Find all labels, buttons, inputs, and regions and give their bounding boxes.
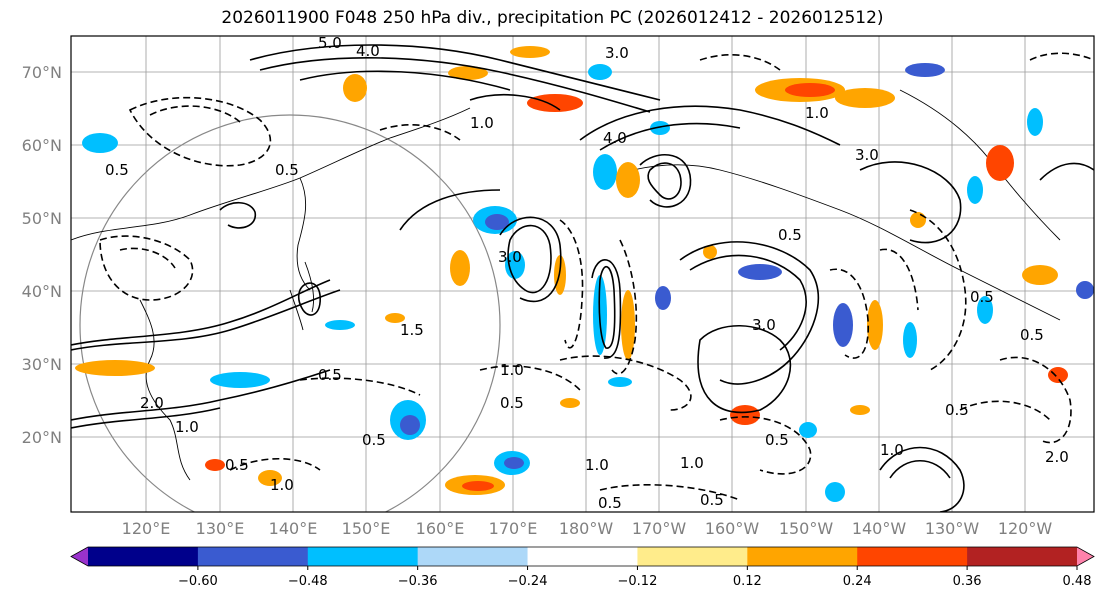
contour-label: 0.5 — [105, 161, 129, 179]
convergence-contours — [99, 52, 1094, 501]
contour-label: 0.5 — [598, 494, 622, 512]
contour-label: 0.5 — [225, 456, 249, 474]
colorbar-arrow-left — [71, 547, 88, 566]
contour-label: 3.0 — [752, 316, 776, 334]
contour-label: 3.0 — [498, 248, 522, 266]
contour-label: 0.5 — [500, 394, 524, 412]
contour-label: 0.5 — [970, 288, 994, 306]
colorbar-segment — [88, 547, 199, 566]
colorbar-outline — [70, 546, 1095, 567]
contour-label: 1.0 — [805, 104, 829, 122]
lat-label: 20°N — [22, 428, 62, 447]
contour-label: 1.0 — [880, 441, 904, 459]
lat-label: 60°N — [22, 136, 62, 155]
contour-label: 0.5 — [765, 431, 789, 449]
map-layers: 5.0 4.0 3.0 3.0 4.0 1.0 1.0 0.5 0.5 0.5 … — [71, 34, 1094, 512]
colorbar-tick-label: 0.24 — [843, 574, 872, 589]
lat-label: 50°N — [22, 209, 62, 228]
contour-labels: 5.0 4.0 3.0 3.0 4.0 1.0 1.0 0.5 0.5 0.5 … — [105, 34, 1069, 512]
contour-label: 4.0 — [603, 129, 627, 147]
contour-label: 0.5 — [700, 491, 724, 509]
lon-label: 130°W — [925, 519, 980, 538]
lat-label: 30°N — [22, 355, 62, 374]
contour-label: 1.0 — [470, 114, 494, 132]
colorbar-segment — [857, 547, 968, 566]
page-title: 2026011900 F048 250 hPa div., precipitat… — [221, 8, 884, 28]
contour-label: 2.0 — [140, 394, 164, 412]
colorbar-tick-label: −0.24 — [508, 574, 548, 589]
contour-label: 5.0 — [318, 34, 342, 52]
contour-label: 1.0 — [585, 456, 609, 474]
lon-label: 160°W — [705, 519, 760, 538]
colorbar-tick-label: 0.12 — [733, 574, 762, 589]
lon-label: 130°E — [196, 519, 245, 538]
colorbar-segment — [637, 547, 748, 566]
contour-label: 0.5 — [318, 366, 342, 384]
lon-label: 180°W — [559, 519, 614, 538]
reference-circle — [79, 114, 501, 512]
colorbar-segment — [747, 547, 858, 566]
lon-label: 120°E — [122, 519, 171, 538]
latitude-labels: 70°N 60°N 50°N 40°N 30°N 20°N — [22, 63, 62, 447]
contour-label: 1.0 — [500, 361, 524, 379]
colorbar-tick-label: −0.36 — [398, 574, 438, 589]
colorbar-segment — [417, 547, 529, 566]
lon-label: 170°W — [632, 519, 687, 538]
lon-label: 160°E — [416, 519, 465, 538]
lon-label: 140°W — [852, 519, 907, 538]
colorbar-tick-label: −0.60 — [178, 574, 218, 589]
lon-label: 120°W — [998, 519, 1053, 538]
contour-label: 3.0 — [855, 146, 879, 164]
lon-label: 140°E — [269, 519, 318, 538]
lat-label: 70°N — [22, 63, 62, 82]
lon-label: 150°E — [342, 519, 391, 538]
colorbar-segment — [197, 547, 309, 566]
colorbar: −0.60 −0.48 −0.36 −0.24 −0.12 0.12 0.24 0.36 0.4… — [70, 546, 1095, 589]
colorbar-tick-label: −0.12 — [618, 574, 658, 589]
contour-label: 0.5 — [362, 431, 386, 449]
map-border — [70, 35, 1095, 513]
precip-shading — [75, 46, 1094, 502]
colorbar-tick-label: 0.48 — [1063, 574, 1092, 589]
contour-label: 0.5 — [1020, 326, 1044, 344]
divergence-contours — [71, 44, 1094, 512]
colorbar-tick-label: 0.36 — [953, 574, 982, 589]
contour-label: 1.5 — [400, 321, 424, 339]
contour-label: 0.5 — [945, 401, 969, 419]
contour-label: 1.0 — [680, 454, 704, 472]
contour-label: 0.5 — [778, 226, 802, 244]
colorbar-tick-label: −0.48 — [288, 574, 328, 589]
contour-label: 1.0 — [270, 476, 294, 494]
colorbar-arrow-right — [1077, 547, 1094, 566]
lon-label: 170°E — [489, 519, 538, 538]
contour-label: 0.5 — [275, 161, 299, 179]
contour-label: 4.0 — [356, 42, 380, 60]
lon-label: 150°W — [779, 519, 834, 538]
colorbar-segment — [527, 547, 638, 566]
contour-label: 2.0 — [1045, 448, 1069, 466]
colorbar-segment — [967, 547, 1078, 566]
lat-label: 40°N — [22, 282, 62, 301]
contour-label: 3.0 — [605, 44, 629, 62]
longitude-labels: 120°E 130°E 140°E 150°E 160°E 170°E 180°… — [122, 519, 1053, 538]
contour-label: 1.0 — [175, 418, 199, 436]
colorbar-segment — [307, 547, 419, 566]
